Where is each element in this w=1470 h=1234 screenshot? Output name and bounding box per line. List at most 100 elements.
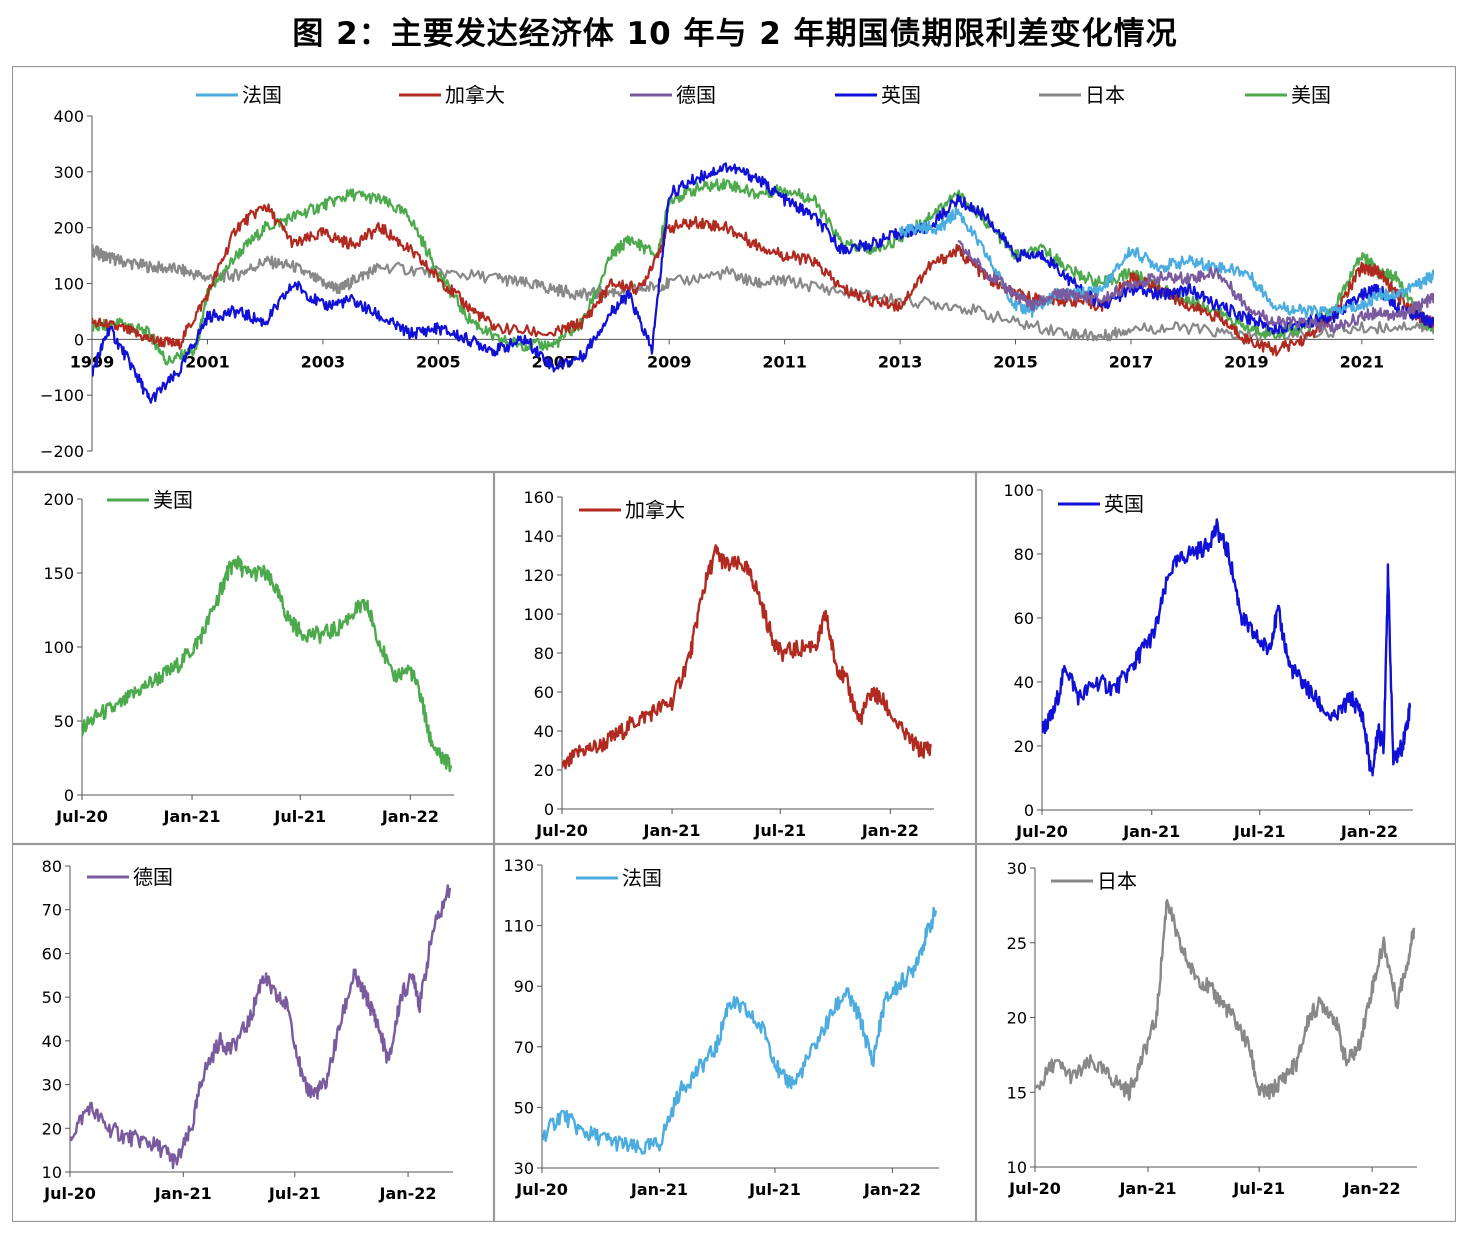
plot-area [542, 906, 937, 1155]
y-tick-label: 120 [523, 566, 554, 585]
y-tick-label: 0 [544, 800, 554, 819]
legend-label: 加拿大 [625, 498, 685, 522]
y-tick-label: 160 [523, 488, 554, 507]
y-tick-label: 100 [1003, 481, 1034, 500]
y-tick-label: 0 [1024, 801, 1034, 820]
x-tick-label: Jul-20 [1008, 1179, 1061, 1198]
x-tick-label: Jan-21 [643, 821, 701, 840]
panel-japan: 10 15 20 25 30 Jul-20 Jan-21 Jul-21 Jan-22 日本 [976, 844, 1456, 1222]
y-tick-label: 80 [1014, 545, 1034, 564]
x-tick-label: Jan-22 [1340, 822, 1398, 841]
x-tick-label: 2009 [647, 352, 692, 371]
y-tick-label: 25 [1007, 934, 1027, 953]
series-line-0 [82, 555, 453, 773]
plot-area [82, 555, 453, 773]
x-tick-label: 2013 [878, 352, 923, 371]
panel-frame [494, 844, 976, 1222]
x-tick-label: Jul-21 [1232, 1179, 1285, 1198]
x-tick-label: Jul-20 [1015, 822, 1068, 841]
panel-canada: 0 20 40 60 80 100 120 140 160 Jul-20 Jan-21 Jul-21 J… [494, 472, 976, 844]
x-tick-label: Jul-20 [535, 821, 588, 840]
y-tick-label: 400 [53, 107, 84, 126]
x-tick-label: Jan-22 [379, 1184, 437, 1203]
panel-germany: 10 20 30 40 50 60 70 80 Jul-20 Jan-21 Jul-21 Jan-22… [12, 844, 494, 1222]
y-tick-label: 50 [514, 1098, 534, 1117]
y-tick-label: 30 [42, 1076, 62, 1095]
legend-label: 英国 [1104, 492, 1144, 516]
x-tick-label: Jul-20 [515, 1180, 568, 1199]
y-tick-label: 200 [43, 490, 74, 509]
x-tick-label: Jan-21 [154, 1184, 212, 1203]
x-tick-label: Jan-21 [1122, 822, 1180, 841]
x-tick-label: 2021 [1340, 352, 1385, 371]
y-tick-label: 100 [523, 605, 554, 624]
x-tick-label: Jan-21 [1118, 1179, 1176, 1198]
legend-label: 美国 [153, 488, 193, 512]
x-tick-label: Jul-20 [43, 1184, 96, 1203]
x-tick-label: 1999 [70, 352, 115, 371]
series-line-4 [899, 206, 1434, 319]
y-tick-label: 140 [523, 527, 554, 546]
y-tick-label: 40 [534, 722, 554, 741]
y-tick-label: 110 [503, 917, 534, 936]
y-tick-label: 50 [42, 988, 62, 1007]
legend-label: 法国 [242, 83, 282, 107]
y-tick-label: 30 [1007, 859, 1027, 878]
y-tick-label: 20 [534, 761, 554, 780]
y-tick-label: 100 [53, 275, 84, 294]
y-tick-label: 0 [64, 786, 74, 805]
y-tick-label: 10 [42, 1163, 62, 1182]
plot-area [70, 884, 452, 1170]
y-tick-label: 0 [74, 330, 84, 349]
panel-frame [976, 844, 1456, 1222]
y-tick-label: 20 [1014, 737, 1034, 756]
y-tick-label: 10 [1007, 1158, 1027, 1177]
y-tick-label: 15 [1007, 1083, 1027, 1102]
panel-france: 30 50 70 90 110 130 Jul-20 Jan-21 Jul-21 Jan-22 法国 [494, 844, 976, 1222]
y-tick-label: 60 [1014, 609, 1034, 628]
series-line-0 [562, 544, 933, 770]
series-line-0 [542, 906, 937, 1155]
series-line-0 [1042, 518, 1412, 777]
x-tick-label: Jan-21 [630, 1180, 688, 1199]
y-tick-label: 80 [534, 644, 554, 663]
x-tick-label: Jan-22 [863, 1180, 921, 1199]
y-tick-label: 70 [42, 901, 62, 920]
y-tick-label: 90 [514, 977, 534, 996]
x-tick-label: 2005 [416, 352, 461, 371]
x-tick-label: Jul-21 [1233, 822, 1286, 841]
y-tick-label: 80 [42, 857, 62, 876]
y-tick-label: 40 [1014, 673, 1034, 692]
legend-label: 德国 [133, 865, 173, 889]
y-tick-label: 20 [42, 1119, 62, 1138]
legend-label: 日本 [1085, 83, 1125, 107]
plot-area [562, 544, 933, 770]
y-tick-label: 30 [514, 1159, 534, 1178]
x-tick-label: 2003 [301, 352, 346, 371]
panel-us: 0 50 100 150 200 Jul-20 Jan-21 Jul-21 Jan-22 美国 [12, 472, 494, 844]
x-tick-label: Jan-22 [1343, 1179, 1401, 1198]
x-tick-label: Jan-22 [381, 807, 439, 826]
panel-frame [494, 472, 976, 844]
x-tick-label: Jul-21 [748, 1180, 801, 1199]
y-tick-label: 150 [43, 564, 74, 583]
y-tick-label: 60 [534, 683, 554, 702]
y-tick-label: 130 [503, 856, 534, 875]
panel-frame [12, 844, 494, 1222]
legend-label: 法国 [622, 866, 662, 890]
y-tick-label: 40 [42, 1032, 62, 1051]
y-tick-label: 70 [514, 1038, 534, 1057]
legend-label: 德国 [676, 83, 716, 107]
legend-label: 加拿大 [445, 83, 505, 107]
page-title: 图 2：主要发达经济体 10 年与 2 年期国债期限利差变化情况 [292, 16, 1178, 52]
x-tick-label: Jan-21 [163, 807, 221, 826]
x-tick-label: Jul-21 [268, 1184, 321, 1203]
series-line-2 [92, 203, 1434, 357]
x-tick-label: 2011 [762, 352, 807, 371]
y-tick-label: 50 [54, 712, 74, 731]
x-tick-label: Jul-20 [55, 807, 108, 826]
plot-area [1042, 518, 1412, 777]
series-line-0 [1035, 899, 1416, 1101]
x-tick-label: Jan-22 [861, 821, 919, 840]
panel-frame [12, 472, 494, 844]
